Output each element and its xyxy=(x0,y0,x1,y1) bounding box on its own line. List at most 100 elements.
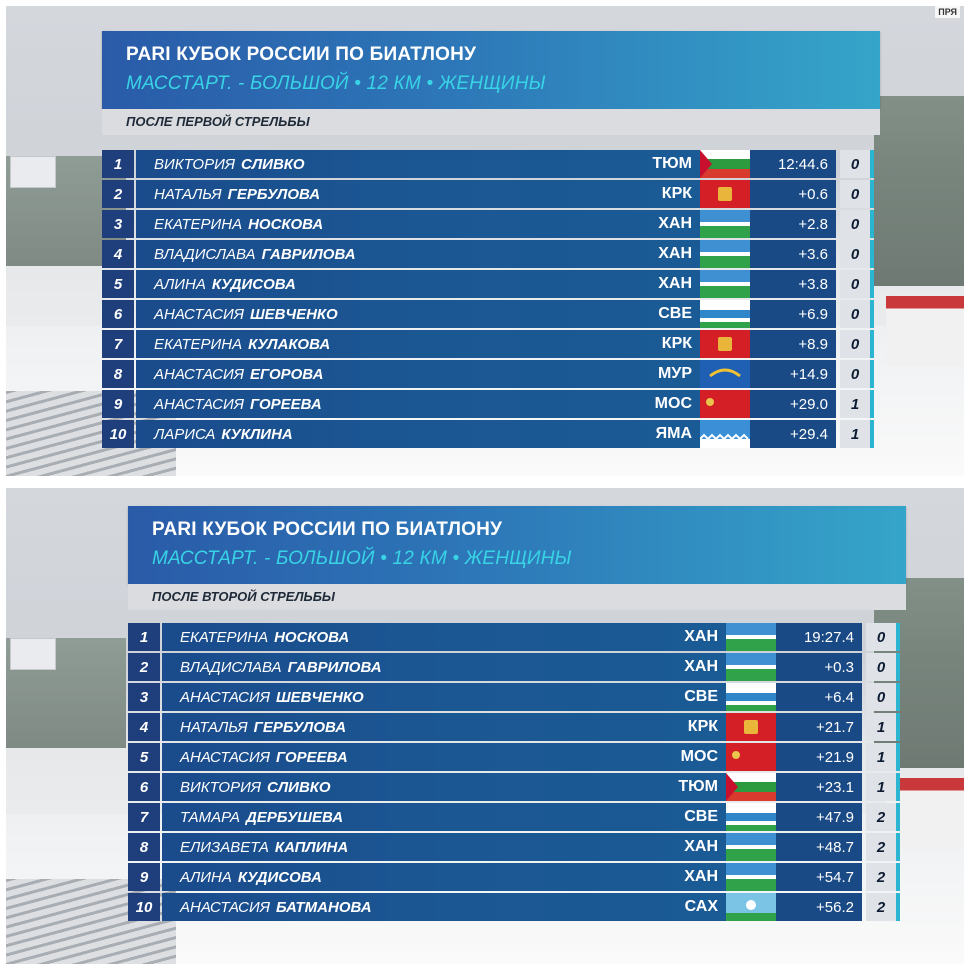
penalty-cell: 0 xyxy=(840,150,870,178)
standings-row: 2 ВЛАДИСЛАВА ГАВРИЛОВА ХАН +0.3 0 xyxy=(128,653,908,681)
athlete-first-name: ЛАРИСА xyxy=(154,425,216,443)
standings-row: 10 ЛАРИСА КУКЛИНА ЯМА +29.4 1 xyxy=(102,420,882,448)
time-cell: +6.9 xyxy=(750,300,836,328)
murmansk-flag-icon xyxy=(700,360,750,388)
penalty-cell: 0 xyxy=(840,330,870,358)
team-code: ХАН xyxy=(684,628,718,645)
team-code: ХАН xyxy=(684,658,718,675)
athlete-first-name: АЛИНА xyxy=(180,868,232,886)
broadcast-frame-first-shooting: ПРЯ PARI КУБОК РОССИИ ПО БИАТЛОНУ МАССТА… xyxy=(6,6,964,476)
time-cell: +0.6 xyxy=(750,180,836,208)
time-cell: +29.4 xyxy=(750,420,836,448)
athlete-first-name: ВЛАДИСЛАВА xyxy=(154,245,256,263)
row-accent xyxy=(896,773,900,801)
penalty-cell: 1 xyxy=(866,743,896,771)
row-accent xyxy=(896,713,900,741)
row-accent xyxy=(896,743,900,771)
athlete-cell: ЕЛИЗАВЕТА КАПЛИНА ХАН xyxy=(162,833,726,861)
rank-cell: 8 xyxy=(102,360,134,388)
athlete-first-name: ЕЛИЗАВЕТА xyxy=(180,838,269,856)
athlete-first-name: АНАСТАСИЯ xyxy=(180,688,270,706)
rank-cell: 3 xyxy=(128,683,160,711)
moscow-flag-icon xyxy=(726,743,776,771)
athlete-last-name: НОСКОВА xyxy=(274,628,350,646)
rank-cell: 10 xyxy=(102,420,134,448)
moscow-flag-icon xyxy=(700,390,750,418)
rank-cell: 10 xyxy=(128,893,160,921)
athlete-last-name: КУДИСОВА xyxy=(237,868,322,886)
team-code: МОС xyxy=(654,395,692,412)
standings-table: 1 ЕКАТЕРИНА НОСКОВА ХАН 19:27.4 0 2 ВЛАДИСЛАВА Г… xyxy=(128,623,908,923)
athlete-cell: АНАСТАСИЯ ШЕВЧЕНКО СВЕ xyxy=(136,300,700,328)
sverdlovsk-flag-icon xyxy=(726,803,776,831)
standings-row: 7 ТАМАРА ДЕРБУШЕВА СВЕ +47.9 2 xyxy=(128,803,908,831)
standings-row: 9 АЛИНА КУДИСОВА ХАН +54.7 2 xyxy=(128,863,908,891)
graphic-header: PARI КУБОК РОССИИ ПО БИАТЛОНУ МАССТАРТ. … xyxy=(102,31,880,109)
yakutia-flag-icon xyxy=(726,893,776,921)
khanty-mansi-flag-icon xyxy=(726,623,776,651)
time-cell: +3.6 xyxy=(750,240,836,268)
time-cell: +48.7 xyxy=(776,833,862,861)
athlete-cell: ЕКАТЕРИНА НОСКОВА ХАН xyxy=(162,623,726,651)
time-cell: +56.2 xyxy=(776,893,862,921)
standings-row: 8 ЕЛИЗАВЕТА КАПЛИНА ХАН +48.7 2 xyxy=(128,833,908,861)
background-banner xyxy=(10,156,56,188)
rank-cell: 7 xyxy=(102,330,134,358)
athlete-cell: ЕКАТЕРИНА НОСКОВА ХАН xyxy=(136,210,700,238)
standings-row: 6 ВИКТОРИЯ СЛИВКО ТЮМ +23.1 1 xyxy=(128,773,908,801)
athlete-first-name: АНАСТАСИЯ xyxy=(180,748,270,766)
team-code: СВЕ xyxy=(684,808,718,825)
race-subtitle: МАССТАРТ. - БОЛЬШОЙ • 12 КМ • ЖЕНЩИНЫ xyxy=(152,548,572,569)
stage-label: ПОСЛЕ ПЕРВОЙ СТРЕЛЬБЫ xyxy=(102,109,880,135)
time-cell: +2.8 xyxy=(750,210,836,238)
rank-cell: 5 xyxy=(102,270,134,298)
team-code: КРК xyxy=(661,185,692,202)
athlete-last-name: КУДИСОВА xyxy=(211,275,296,293)
sverdlovsk-flag-icon xyxy=(726,683,776,711)
athlete-cell: АНАСТАСИЯ ШЕВЧЕНКО СВЕ xyxy=(162,683,726,711)
standings-row: 3 АНАСТАСИЯ ШЕВЧЕНКО СВЕ +6.4 0 xyxy=(128,683,908,711)
row-accent xyxy=(870,360,874,388)
penalty-cell: 0 xyxy=(840,360,870,388)
standings-row: 1 ЕКАТЕРИНА НОСКОВА ХАН 19:27.4 0 xyxy=(128,623,908,651)
stage-label: ПОСЛЕ ВТОРОЙ СТРЕЛЬБЫ xyxy=(128,584,906,610)
row-accent xyxy=(896,623,900,651)
event-title: PARI КУБОК РОССИИ ПО БИАТЛОНУ xyxy=(152,519,503,540)
athlete-cell: ЕКАТЕРИНА КУЛАКОВА КРК xyxy=(136,330,700,358)
penalty-cell: 0 xyxy=(866,683,896,711)
standings-row: 8 АНАСТАСИЯ ЕГОРОВА МУР +14.9 0 xyxy=(102,360,882,388)
penalty-cell: 1 xyxy=(866,773,896,801)
athlete-cell: АНАСТАСИЯ БАТМАНОВА САХ xyxy=(162,893,726,921)
athlete-last-name: СЛИВКО xyxy=(267,778,331,796)
event-title: PARI КУБОК РОССИИ ПО БИАТЛОНУ xyxy=(126,44,477,65)
team-code: ХАН xyxy=(684,868,718,885)
row-accent xyxy=(870,240,874,268)
athlete-last-name: ШЕВЧЕНКО xyxy=(275,688,364,706)
athlete-last-name: ШЕВЧЕНКО xyxy=(249,305,338,323)
athlete-first-name: АНАСТАСИЯ xyxy=(154,365,244,383)
team-code: САХ xyxy=(684,898,718,915)
athlete-first-name: ВИКТОРИЯ xyxy=(154,155,236,173)
penalty-cell: 2 xyxy=(866,863,896,891)
athlete-last-name: НОСКОВА xyxy=(248,215,324,233)
athlete-last-name: СЛИВКО xyxy=(241,155,305,173)
standings-row: 1 ВИКТОРИЯ СЛИВКО ТЮМ 12:44.6 0 xyxy=(102,150,882,178)
team-code: МОС xyxy=(680,748,718,765)
athlete-first-name: ВЛАДИСЛАВА xyxy=(180,658,282,676)
rank-cell: 1 xyxy=(102,150,134,178)
standings-row: 10 АНАСТАСИЯ БАТМАНОВА САХ +56.2 2 xyxy=(128,893,908,921)
tyumen-flag-icon xyxy=(726,773,776,801)
athlete-cell: АЛИНА КУДИСОВА ХАН xyxy=(162,863,726,891)
team-code: ХАН xyxy=(658,275,692,292)
athlete-last-name: ГАВРИЛОВА xyxy=(287,658,382,676)
team-code: ЯМА xyxy=(655,425,692,442)
standings-row: 7 ЕКАТЕРИНА КУЛАКОВА КРК +8.9 0 xyxy=(102,330,882,358)
athlete-last-name: БАТМАНОВА xyxy=(275,898,372,916)
row-accent xyxy=(870,420,874,448)
athlete-first-name: НАТАЛЬЯ xyxy=(154,185,222,203)
row-accent xyxy=(870,330,874,358)
time-cell: +0.3 xyxy=(776,653,862,681)
time-cell: +29.0 xyxy=(750,390,836,418)
athlete-first-name: НАТАЛЬЯ xyxy=(180,718,248,736)
time-cell: +21.7 xyxy=(776,713,862,741)
